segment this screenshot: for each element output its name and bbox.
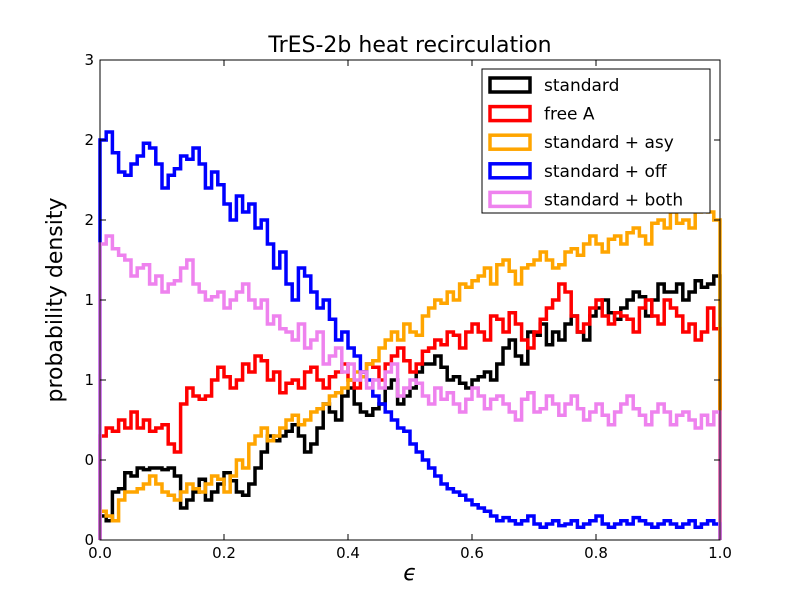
x-axis-label: ϵ xyxy=(403,561,417,586)
x-tick-label: 0.6 xyxy=(460,544,484,562)
y-tick-label: 1 xyxy=(84,291,94,309)
y-tick-label: 2 xyxy=(84,131,94,149)
ticks-layer: 0.0 0.2 0.4 0.6 0.8 1.0 0 0 1 1 2 2 3 xyxy=(84,51,731,562)
legend-swatch xyxy=(488,133,532,151)
legend-entry: standard + off xyxy=(488,162,668,182)
legend-label: standard xyxy=(544,76,619,96)
series-layer xyxy=(98,130,722,540)
legend-entry: free A xyxy=(488,104,595,125)
y-axis-label: probability density xyxy=(43,197,68,402)
legend-label: standard + asy xyxy=(544,133,674,153)
y-tick-label: 2 xyxy=(84,211,94,229)
legend-label: free A xyxy=(544,105,595,125)
series-line-standard-off xyxy=(98,130,722,540)
series-line-free-a xyxy=(98,282,722,540)
y-tick-label: 0 xyxy=(84,451,94,469)
plot-frame xyxy=(99,59,721,541)
series-line-standard-both xyxy=(98,234,722,540)
x-tick-label: 0.8 xyxy=(584,544,608,562)
legend-swatch xyxy=(488,76,532,94)
y-tick-label: 3 xyxy=(84,51,94,69)
legend: standard free A standard + asy standard + o… xyxy=(481,68,711,214)
legend-swatch xyxy=(488,104,532,123)
y-tick-label: 0 xyxy=(84,531,94,549)
x-tick-label: 1.0 xyxy=(708,544,732,562)
legend-entry: standard xyxy=(488,76,619,96)
legend-swatch xyxy=(488,190,532,209)
legend-entry: standard + asy xyxy=(488,133,674,153)
chart-title: TrES-2b heat recirculation xyxy=(267,33,551,58)
legend-entry: standard + both xyxy=(488,190,683,210)
legend-swatch xyxy=(488,162,532,180)
legend-label: standard + off xyxy=(544,162,668,182)
x-tick-label: 0.2 xyxy=(212,544,236,562)
y-tick-label: 1 xyxy=(84,371,94,389)
x-tick-label: 0.4 xyxy=(336,544,360,562)
x-tick-label: 0.0 xyxy=(88,544,112,562)
legend-label: standard + both xyxy=(544,190,683,210)
series-line-standard-asy xyxy=(98,202,722,540)
